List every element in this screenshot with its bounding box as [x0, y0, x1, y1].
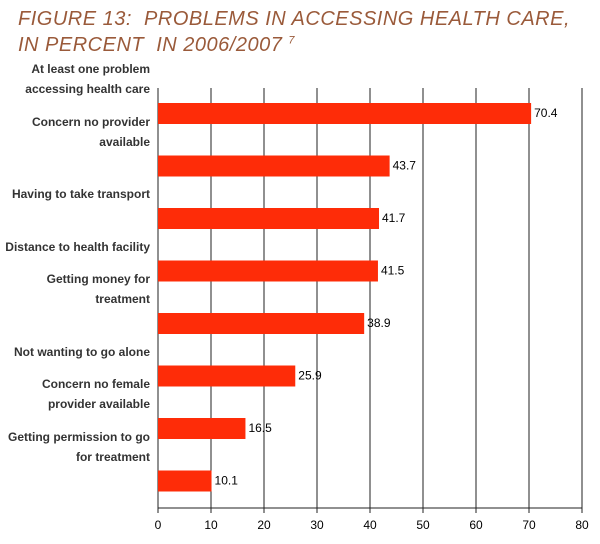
bar — [158, 155, 390, 177]
x-tick-label: 30 — [310, 518, 324, 532]
x-tick-label: 80 — [575, 518, 589, 532]
value-label: 38.9 — [367, 316, 391, 330]
chart-title: IN PERCENT IN 2006/2007 — [18, 34, 283, 56]
bar — [158, 208, 380, 229]
bar — [158, 260, 378, 282]
value-label: 70.4 — [534, 106, 558, 120]
bar — [158, 103, 532, 124]
value-label: 25.9 — [298, 369, 322, 383]
title-note: 7 — [288, 34, 296, 47]
value-label: 41.5 — [381, 264, 405, 278]
x-tick-label: 70 — [522, 518, 536, 532]
chart-title: IN PERCENT IN 2006/2007 7 — [18, 34, 295, 57]
chart-title: FIGURE 13: PROBLEMS IN ACCESSING HEALTH … — [18, 8, 571, 30]
category-label: Concern no female provider available — [41, 377, 150, 411]
category-label: Getting money for treatment — [46, 272, 150, 306]
category-label: Having to take transport — [11, 187, 150, 201]
value-label: 10.1 — [215, 474, 239, 488]
category-label: Getting permission to go for treatment — [7, 429, 150, 464]
bar — [158, 365, 296, 387]
x-tick-label: 10 — [204, 518, 218, 532]
value-label: 43.7 — [393, 159, 417, 173]
bar — [158, 313, 365, 334]
category-label: Not wanting to go alone — [14, 344, 150, 359]
category-label: Concern no provider available — [31, 114, 150, 149]
value-label: 41.7 — [382, 211, 406, 225]
value-label: 16.5 — [248, 421, 272, 435]
x-tick-label: 20 — [257, 518, 271, 532]
bar — [158, 470, 212, 492]
x-tick-label: 0 — [155, 518, 162, 532]
x-tick-label: 50 — [416, 518, 430, 532]
category-label: Distance to health facility — [5, 239, 150, 254]
bar — [158, 418, 246, 439]
category-label: At least one problem accessing health ca… — [25, 62, 150, 96]
x-tick-label: 40 — [363, 518, 377, 532]
x-tick-label: 60 — [469, 518, 483, 532]
